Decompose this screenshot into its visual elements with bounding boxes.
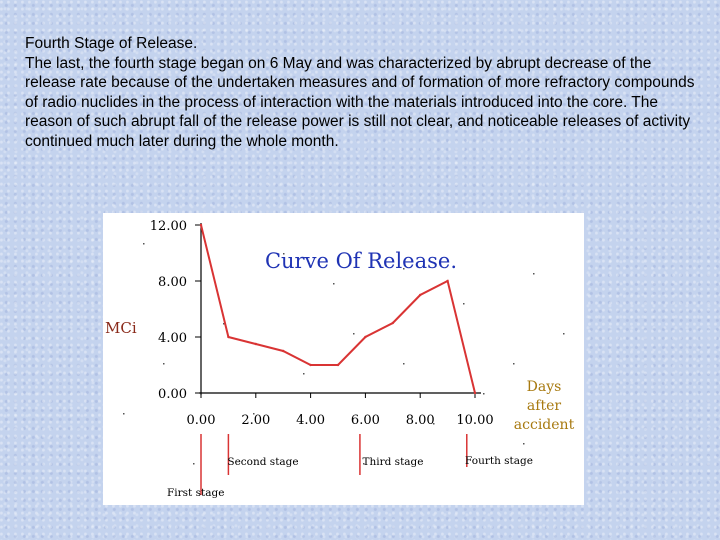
y-tick-label: 12.00 xyxy=(150,219,187,234)
noise-dot xyxy=(143,243,145,245)
y-tick-label: 8.00 xyxy=(158,275,187,290)
noise-dot xyxy=(333,283,335,285)
noise-dot xyxy=(363,463,365,465)
chart-panel: 0.00 4.00 8.00 12.00 0.00 2.00 4.00 6.00 8.00 10.… xyxy=(103,213,584,505)
stage-label: First stage xyxy=(167,487,224,499)
x-axis-label: after xyxy=(527,398,561,414)
noise-dot xyxy=(163,363,165,365)
release-data-point xyxy=(227,335,230,339)
y-tick-label: 4.00 xyxy=(158,331,187,346)
section-heading: Fourth Stage of Release. xyxy=(25,35,198,52)
noise-dot xyxy=(253,413,255,415)
y-tick-label: 0.00 xyxy=(158,387,187,402)
noise-dot xyxy=(193,463,195,465)
release-data-point xyxy=(336,363,340,367)
release-data-point xyxy=(446,279,449,283)
x-tick-label: 10.00 xyxy=(456,413,493,428)
x-tick-label: 6.00 xyxy=(351,413,380,428)
noise-dot xyxy=(403,363,405,365)
y-axis-label: MCi xyxy=(105,319,137,337)
release-data-point xyxy=(473,391,477,395)
noise-dot xyxy=(463,303,465,305)
release-data-point xyxy=(309,363,312,367)
release-data-point xyxy=(364,335,367,339)
release-curve-chart: 0.00 4.00 8.00 12.00 0.00 2.00 4.00 6.00 8.00 10.… xyxy=(105,219,575,499)
noise-dot xyxy=(353,333,355,335)
noise-dot xyxy=(563,333,565,335)
stage-label: Fourth stage xyxy=(465,455,533,467)
chart-title: Curve Of Release. xyxy=(265,249,457,273)
x-axis-label: accident xyxy=(514,417,575,433)
release-data-point xyxy=(254,342,257,346)
noise-dot xyxy=(303,373,305,375)
noise-dot xyxy=(513,363,515,365)
noise-dot xyxy=(123,413,125,415)
stage-label: Third stage xyxy=(362,456,423,468)
release-data-point xyxy=(282,349,285,353)
x-tick-label: 8.00 xyxy=(406,413,435,428)
release-data-point xyxy=(199,223,203,227)
noise-dot xyxy=(533,273,535,275)
x-tick-label: 0.00 xyxy=(187,413,216,428)
text-block: Fourth Stage of Release. The last, the f… xyxy=(25,34,705,152)
noise-dot xyxy=(483,393,485,395)
x-axis-label: Days xyxy=(527,379,562,395)
noise-dot xyxy=(523,443,525,445)
release-data-point xyxy=(419,293,422,297)
noise-dot xyxy=(283,253,285,255)
noise-dot xyxy=(433,423,435,425)
x-tick-label: 4.00 xyxy=(296,413,325,428)
noise-dot xyxy=(223,323,225,325)
body-paragraph: The last, the fourth stage began on 6 Ma… xyxy=(25,54,695,150)
stage-label: Second stage xyxy=(227,456,298,468)
noise-dot xyxy=(403,268,405,270)
release-data-point xyxy=(391,321,394,325)
x-tick-label: 2.00 xyxy=(241,413,270,428)
